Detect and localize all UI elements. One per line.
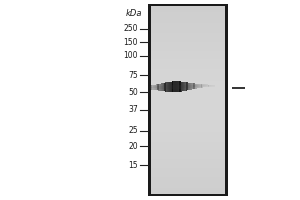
Text: 100: 100: [124, 51, 138, 60]
Text: 15: 15: [128, 161, 138, 170]
Text: 37: 37: [128, 105, 138, 114]
Text: 150: 150: [124, 38, 138, 47]
Text: 75: 75: [128, 71, 138, 80]
Text: 250: 250: [124, 24, 138, 33]
Text: 25: 25: [128, 126, 138, 135]
Text: 50: 50: [128, 88, 138, 97]
Text: kDa: kDa: [125, 9, 142, 18]
Text: 20: 20: [128, 142, 138, 151]
